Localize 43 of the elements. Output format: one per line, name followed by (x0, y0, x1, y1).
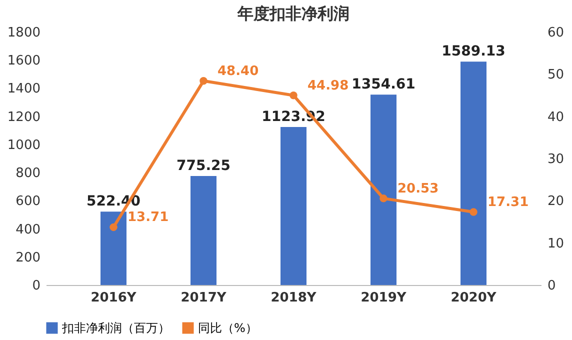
y2-tick-label: 30 (548, 152, 564, 167)
data-label: 20.53 (398, 181, 439, 196)
data-label: 775.25 (176, 158, 231, 174)
point (380, 194, 388, 202)
y-tick-label: 400 (16, 222, 40, 238)
data-label: 48.40 (218, 64, 259, 79)
y-tick-label: 800 (16, 166, 40, 182)
y2-tick-label: 20 (548, 194, 564, 210)
data-label: 17.31 (488, 195, 529, 210)
y2-tick-label: 10 (548, 236, 564, 252)
bar (190, 176, 216, 285)
y-tick-label: 1400 (7, 82, 40, 97)
data-label: 13.71 (128, 210, 169, 226)
point (470, 208, 478, 216)
y-tick-label: 600 (16, 194, 40, 210)
bar (280, 127, 306, 285)
y2-tick-label: 0 (548, 278, 556, 294)
data-label: 44.98 (308, 78, 349, 94)
y-tick-label: 200 (16, 250, 40, 266)
point (200, 77, 208, 85)
point (290, 91, 298, 100)
x-tick-label: 2019Y (360, 290, 407, 306)
legend-label: 扣非净利润（百万） (61, 321, 170, 335)
y-tick-label: 1000 (7, 138, 40, 153)
bar (370, 94, 396, 285)
x-tick-label: 2018Y (270, 290, 317, 306)
y2-tick-label: 60 (548, 26, 564, 40)
x-tick-label: 2020Y (450, 290, 497, 306)
legend-label: 同比（%） (198, 321, 258, 335)
bar (460, 62, 486, 285)
y-tick-label: 1600 (7, 54, 40, 69)
data-label: 1354.61 (352, 76, 416, 93)
y-tick-label: 0 (32, 278, 40, 294)
x-tick-label: 2017Y (180, 290, 227, 306)
x-tick-label: 2016Y (90, 290, 137, 306)
y2-tick-label: 50 (548, 68, 564, 83)
y-tick-label: 1200 (7, 110, 40, 125)
data-label: 1589.13 (442, 44, 506, 60)
y2-tick-label: 40 (548, 110, 564, 125)
point (110, 223, 118, 232)
chart-title: 年度扣非净利润 (236, 4, 350, 23)
y-tick-label: 1800 (7, 26, 40, 40)
bar (100, 212, 126, 285)
